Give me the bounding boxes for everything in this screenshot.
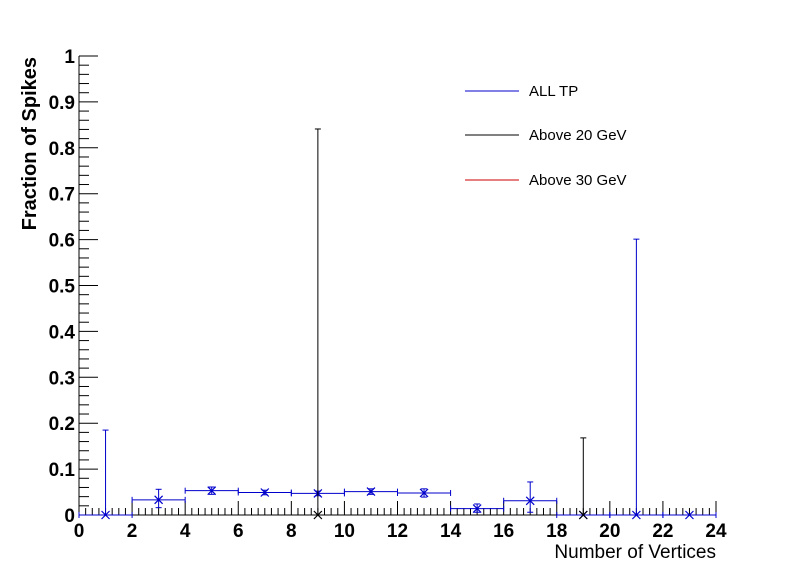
y-tick-label: 0.3 [49,368,75,389]
point-marker [313,510,323,520]
data-point [184,486,239,496]
y-tick-label: 0.9 [49,93,75,114]
y-tick-label: 0 [64,506,75,527]
legend-label: Above 20 GeV [529,127,627,144]
x-tick-label: 10 [334,521,355,542]
y-tick-label: 0.6 [49,231,75,252]
data-point [503,481,558,513]
y-tick-label: 0.5 [49,277,76,298]
series-all-tp [78,238,717,520]
point-marker [366,487,376,497]
x-tick-label: 22 [652,521,673,542]
point-marker [472,504,482,513]
y-tick-label: 0.1 [49,460,76,481]
legend: ALL TP Above 20 GeV Above 30 GeV [458,67,716,201]
x-tick-label: 4 [180,521,191,542]
y-tick-label: 0.4 [49,322,76,343]
data-point [131,488,186,509]
point-marker [525,496,535,506]
legend-label: ALL TP [529,83,578,100]
point-marker [154,495,164,505]
y-tick-label: 0.8 [49,139,75,160]
data-point [450,503,505,513]
y-axis: 0 0.1 0.2 0.3 0.4 0.5 0.6 0.7 0.8 0.9 1 [49,47,98,527]
x-tick-label: 2 [127,521,138,542]
series-above-20-gev [313,128,588,520]
data-point [237,488,292,497]
y-tick-label: 0.2 [49,414,75,435]
x-axis: 0 2 4 6 8 10 12 14 16 18 20 22 24 [74,501,727,542]
point-marker [260,488,270,497]
data-point [313,128,323,520]
point-marker [631,510,641,520]
x-tick-label: 20 [599,521,620,542]
x-tick-label: 14 [440,521,462,542]
x-tick-label: 24 [705,521,727,542]
x-tick-label: 8 [286,521,297,542]
data-point [662,510,717,520]
x-tick-label: 12 [387,521,408,542]
point-marker [101,510,110,520]
x-tick-label: 6 [233,521,244,542]
data-point [609,238,664,520]
data-point [343,487,398,497]
point-marker [419,488,429,498]
data-point [78,429,133,520]
y-tick-label: 0.7 [49,185,75,206]
x-axis-title: Number of Vertices [554,542,716,563]
legend-box [458,67,716,201]
point-marker [578,510,588,520]
legend-label: Above 30 GeV [529,172,627,189]
x-tick-label: 18 [546,521,567,542]
data-series [78,128,717,520]
y-tick-label: 1 [64,47,75,68]
y-axis-title: Fraction of Spikes [19,57,41,230]
data-point [578,437,588,520]
x-tick-label: 0 [74,521,85,542]
point-marker [685,510,694,520]
point-marker [207,486,217,496]
data-point [397,488,452,498]
x-tick-label: 16 [493,521,514,542]
